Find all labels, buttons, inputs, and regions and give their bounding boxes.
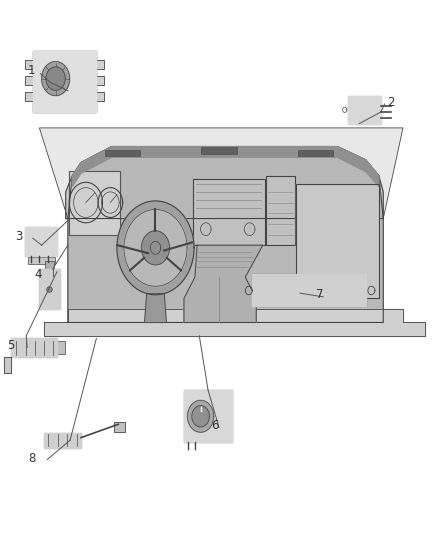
Polygon shape — [42, 62, 70, 95]
Polygon shape — [141, 231, 170, 265]
Text: 3: 3 — [15, 230, 22, 243]
Polygon shape — [117, 201, 194, 295]
Bar — [57, 341, 65, 354]
Bar — [28, 230, 54, 252]
Polygon shape — [11, 338, 57, 357]
Bar — [33, 51, 96, 112]
Bar — [252, 274, 366, 306]
Bar — [328, 233, 353, 245]
Bar — [25, 60, 33, 69]
Bar — [193, 179, 265, 245]
Bar — [114, 422, 125, 432]
Bar — [300, 233, 324, 245]
Bar — [271, 279, 285, 302]
Bar — [350, 99, 379, 120]
Bar — [300, 201, 324, 213]
Text: 4: 4 — [35, 268, 42, 281]
Polygon shape — [39, 128, 403, 219]
Bar — [328, 201, 353, 213]
Bar — [300, 241, 374, 296]
Bar — [328, 188, 353, 200]
Polygon shape — [124, 209, 187, 286]
Polygon shape — [296, 184, 379, 298]
Bar — [301, 279, 314, 302]
Polygon shape — [46, 67, 65, 90]
Bar — [69, 171, 120, 235]
Bar — [41, 272, 58, 306]
Polygon shape — [184, 390, 232, 442]
Bar — [25, 92, 33, 101]
Polygon shape — [68, 147, 383, 322]
Bar — [256, 279, 269, 302]
Bar — [184, 390, 232, 442]
Bar — [25, 227, 57, 256]
Bar — [266, 176, 295, 245]
Polygon shape — [25, 227, 57, 256]
Bar — [36, 56, 93, 107]
Bar — [348, 96, 381, 124]
Polygon shape — [44, 433, 81, 448]
Bar — [286, 279, 300, 302]
Bar — [28, 257, 55, 264]
Polygon shape — [66, 147, 383, 219]
Bar — [96, 60, 104, 69]
Polygon shape — [348, 96, 381, 124]
Bar — [96, 92, 104, 101]
Bar — [217, 414, 228, 424]
Bar — [217, 426, 228, 436]
Polygon shape — [184, 245, 263, 322]
Bar — [201, 147, 237, 154]
Bar — [73, 58, 90, 68]
Polygon shape — [72, 147, 379, 187]
Bar — [298, 150, 333, 156]
Polygon shape — [192, 406, 209, 427]
Bar — [187, 393, 230, 439]
Bar — [300, 217, 324, 229]
Bar — [217, 402, 228, 411]
Text: 7: 7 — [316, 288, 324, 301]
Text: 2: 2 — [387, 96, 395, 109]
Bar — [11, 338, 57, 357]
Bar — [44, 433, 81, 448]
Bar — [331, 279, 345, 302]
Text: 1: 1 — [28, 64, 35, 77]
Bar — [316, 279, 329, 302]
Bar — [328, 217, 353, 229]
Bar — [25, 76, 33, 85]
Polygon shape — [145, 294, 166, 322]
Bar — [73, 70, 90, 85]
Bar — [73, 88, 90, 104]
Bar — [96, 76, 104, 85]
Bar — [217, 391, 228, 401]
Bar — [346, 279, 360, 302]
Text: 5: 5 — [7, 339, 14, 352]
Text: 8: 8 — [28, 452, 35, 465]
Polygon shape — [187, 400, 214, 432]
Polygon shape — [44, 309, 425, 336]
Polygon shape — [252, 274, 366, 306]
Bar — [45, 261, 54, 269]
Bar — [300, 188, 324, 200]
Bar — [39, 269, 60, 309]
Bar — [105, 150, 140, 156]
Polygon shape — [4, 357, 11, 373]
Polygon shape — [39, 269, 60, 309]
Polygon shape — [33, 51, 96, 112]
Bar — [315, 249, 350, 261]
Text: 6: 6 — [211, 419, 219, 432]
